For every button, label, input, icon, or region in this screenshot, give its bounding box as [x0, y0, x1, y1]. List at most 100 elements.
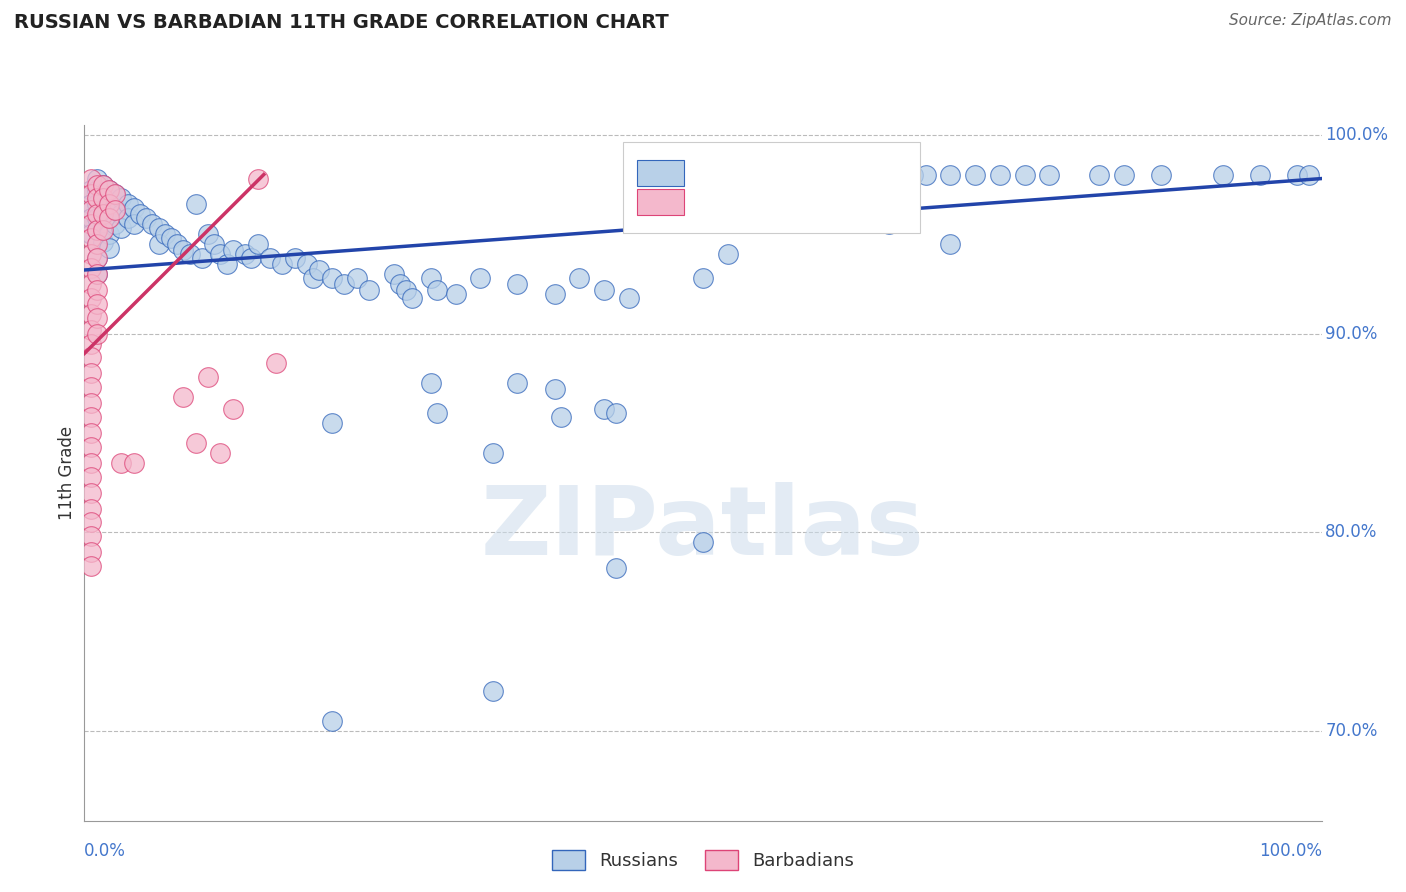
Point: [79, 351, 101, 365]
Point: [717, 247, 740, 261]
Y-axis label: 11th Grade: 11th Grade: [58, 425, 76, 520]
Point: [357, 283, 380, 297]
Point: [91, 207, 114, 221]
Point: [110, 456, 132, 470]
FancyBboxPatch shape: [637, 160, 685, 186]
Point: [222, 402, 245, 417]
Point: [86, 283, 108, 297]
Text: RUSSIAN VS BARBADIAN 11TH GRADE CORRELATION CHART: RUSSIAN VS BARBADIAN 11TH GRADE CORRELAT…: [14, 13, 669, 32]
Point: [295, 257, 318, 271]
Point: [890, 168, 912, 182]
Text: R = 0.129: R = 0.129: [699, 164, 790, 182]
Text: N = 91: N = 91: [814, 164, 877, 182]
Point: [426, 406, 449, 420]
Point: [86, 184, 108, 198]
Point: [382, 267, 405, 281]
Point: [98, 241, 121, 255]
Point: [202, 237, 225, 252]
Point: [965, 168, 987, 182]
Point: [79, 425, 101, 440]
Point: [98, 184, 121, 198]
Point: [209, 446, 232, 460]
Point: [98, 211, 121, 226]
Point: [98, 184, 121, 198]
Point: [1150, 168, 1173, 182]
Point: [79, 307, 101, 321]
Point: [86, 310, 108, 325]
Point: [470, 271, 492, 285]
Point: [91, 178, 114, 192]
Point: [104, 203, 127, 218]
Point: [91, 191, 114, 205]
Text: R = 0.291: R = 0.291: [699, 193, 790, 211]
Point: [346, 271, 368, 285]
Point: [1112, 168, 1135, 182]
Point: [79, 231, 101, 245]
Point: [593, 283, 616, 297]
Point: [233, 247, 256, 261]
Point: [104, 217, 127, 231]
Point: [841, 168, 863, 182]
Point: [79, 501, 101, 516]
Point: [1285, 168, 1308, 182]
Point: [865, 168, 887, 182]
Point: [166, 237, 188, 252]
Point: [104, 187, 127, 202]
Point: [86, 171, 108, 186]
Point: [321, 271, 343, 285]
Point: [91, 191, 114, 205]
Point: [98, 197, 121, 211]
Point: [98, 211, 121, 226]
Point: [184, 436, 207, 450]
Point: [79, 485, 101, 500]
Point: [550, 410, 572, 425]
Point: [91, 221, 114, 235]
Point: [104, 202, 127, 216]
Point: [79, 469, 101, 483]
Point: [148, 221, 170, 235]
Point: [122, 456, 145, 470]
Point: [259, 251, 281, 265]
Point: [86, 251, 108, 265]
Point: [129, 207, 152, 221]
Point: [86, 267, 108, 281]
Point: [79, 323, 101, 337]
Point: [117, 211, 139, 226]
Point: [104, 187, 127, 202]
Point: [86, 207, 108, 221]
Point: [1249, 168, 1271, 182]
Point: [988, 168, 1011, 182]
Point: [86, 178, 108, 192]
Point: [692, 271, 714, 285]
Point: [692, 535, 714, 549]
Text: N = 66: N = 66: [814, 193, 876, 211]
Point: [333, 277, 356, 291]
Point: [91, 223, 114, 237]
Point: [86, 197, 108, 211]
Point: [302, 271, 325, 285]
Point: [568, 271, 591, 285]
Point: [110, 191, 132, 205]
Point: [122, 217, 145, 231]
Point: [117, 197, 139, 211]
Point: [593, 402, 616, 417]
Point: [271, 257, 294, 271]
Point: [160, 231, 183, 245]
Point: [543, 286, 565, 301]
Point: [172, 390, 194, 404]
Point: [419, 271, 441, 285]
FancyBboxPatch shape: [623, 142, 920, 233]
Point: [395, 283, 418, 297]
Point: [79, 380, 101, 394]
Text: 90.0%: 90.0%: [1326, 325, 1378, 343]
Point: [135, 211, 157, 226]
Point: [209, 247, 232, 261]
Text: 100.0%: 100.0%: [1258, 841, 1322, 860]
Point: [426, 283, 449, 297]
Point: [86, 223, 108, 237]
Point: [79, 187, 101, 202]
Point: [914, 168, 936, 182]
Point: [79, 211, 101, 226]
Point: [481, 446, 503, 460]
Point: [617, 291, 640, 305]
